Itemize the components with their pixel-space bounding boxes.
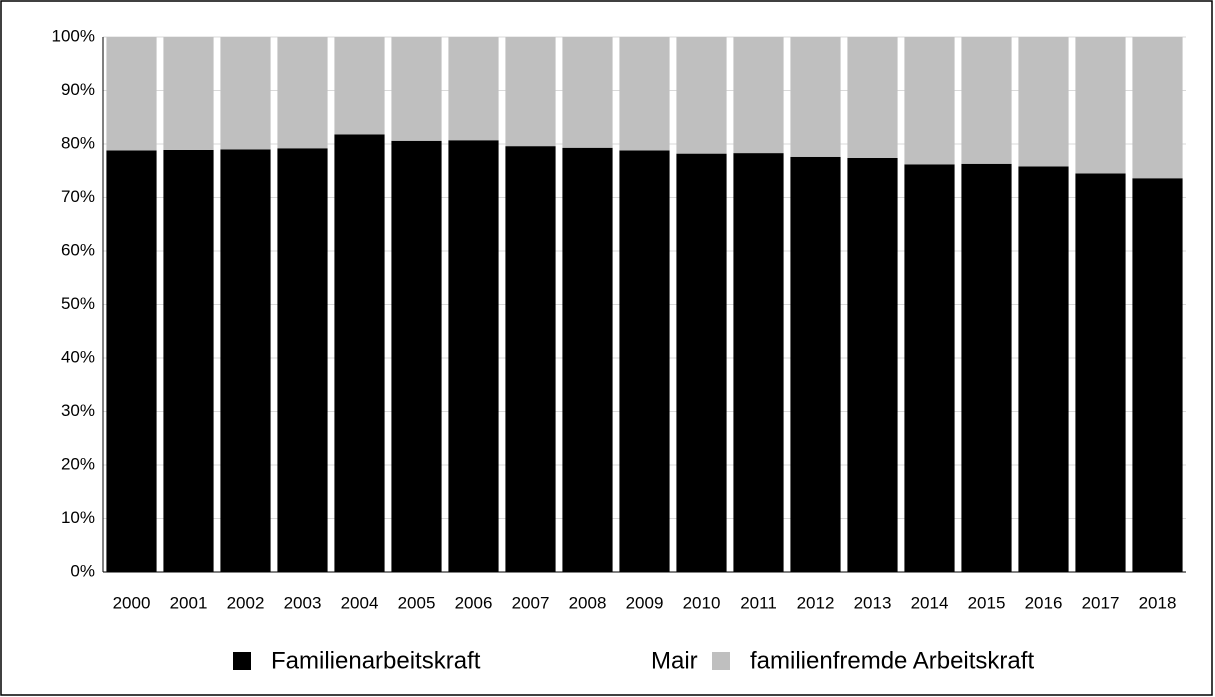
annotation: Mair — [651, 647, 698, 674]
x-tick-label: 2017 — [1082, 593, 1120, 612]
x-tick-label: 2001 — [170, 593, 208, 612]
bar-segment — [277, 148, 328, 572]
bar-segment — [220, 37, 271, 150]
bar-segment — [1018, 166, 1069, 572]
bar-segment — [448, 37, 499, 141]
bar-segment — [220, 149, 271, 572]
bar-segment — [676, 153, 727, 572]
bar-segment — [961, 163, 1012, 573]
y-tick-label: 70% — [61, 187, 95, 206]
bar-segment — [619, 37, 670, 151]
bar-segment — [1075, 37, 1126, 174]
legend-marker — [712, 652, 730, 670]
y-tick-label: 20% — [61, 454, 95, 473]
y-tick-label: 80% — [61, 133, 95, 152]
legend-label: familienfremde Arbeitskraft — [750, 647, 1034, 674]
x-tick-label: 2010 — [683, 593, 721, 612]
bar-segment — [733, 37, 784, 154]
bar-segment — [1075, 173, 1126, 573]
x-tick-label: 2009 — [626, 593, 664, 612]
bar-segment — [106, 37, 157, 151]
y-tick-label: 60% — [61, 240, 95, 259]
y-tick-label: 30% — [61, 401, 95, 420]
bar-segment — [562, 147, 613, 572]
bar-segment — [733, 153, 784, 572]
y-tick-label: 50% — [61, 294, 95, 313]
bar-segment — [391, 140, 442, 573]
x-tick-label: 2018 — [1139, 593, 1177, 612]
x-tick-label: 2004 — [341, 593, 379, 612]
bar-segment — [505, 146, 556, 572]
y-tick-label: 100% — [52, 26, 95, 45]
x-tick-label: 2006 — [455, 593, 493, 612]
bar-segment — [790, 156, 841, 572]
x-tick-label: 2011 — [740, 593, 777, 612]
bar-segment — [1132, 37, 1183, 179]
bar-segment — [334, 37, 385, 135]
bar-segment — [1018, 37, 1069, 167]
bar-segment — [448, 140, 499, 572]
x-tick-label: 2013 — [854, 593, 892, 612]
bar-segment — [391, 37, 442, 141]
bar-segment — [334, 134, 385, 572]
bar-segment — [961, 37, 1012, 164]
bar-segment — [904, 37, 955, 165]
x-tick-label: 2007 — [512, 593, 550, 612]
bar-segment — [847, 37, 898, 158]
x-tick-label: 2000 — [113, 593, 151, 612]
bar-segment — [562, 37, 613, 148]
bar-segment — [163, 149, 214, 572]
bar-segment — [1132, 178, 1183, 573]
bar-segment — [619, 150, 670, 573]
x-tick-label: 2008 — [569, 593, 607, 612]
x-tick-label: 2003 — [284, 593, 322, 612]
bar-segment — [106, 150, 157, 573]
x-tick-label: 2015 — [968, 593, 1006, 612]
y-tick-label: 90% — [61, 80, 95, 99]
bar-segment — [676, 37, 727, 154]
bar-segment — [505, 37, 556, 147]
bar-segment — [904, 164, 955, 572]
x-tick-label: 2014 — [911, 593, 949, 612]
bar-segment — [847, 157, 898, 572]
y-tick-label: 40% — [61, 347, 95, 366]
bar-segment — [163, 37, 214, 150]
y-tick-label: 10% — [61, 508, 95, 527]
bar-segment — [277, 37, 328, 149]
y-tick-label: 0% — [70, 561, 95, 580]
x-tick-label: 2005 — [398, 593, 436, 612]
legend-marker — [233, 652, 251, 670]
x-tick-label: 2012 — [797, 593, 835, 612]
legend-label: Familienarbeitskraft — [271, 647, 481, 674]
x-tick-label: 2016 — [1025, 593, 1063, 612]
x-tick-label: 2002 — [227, 593, 265, 612]
bar-segment — [790, 37, 841, 157]
